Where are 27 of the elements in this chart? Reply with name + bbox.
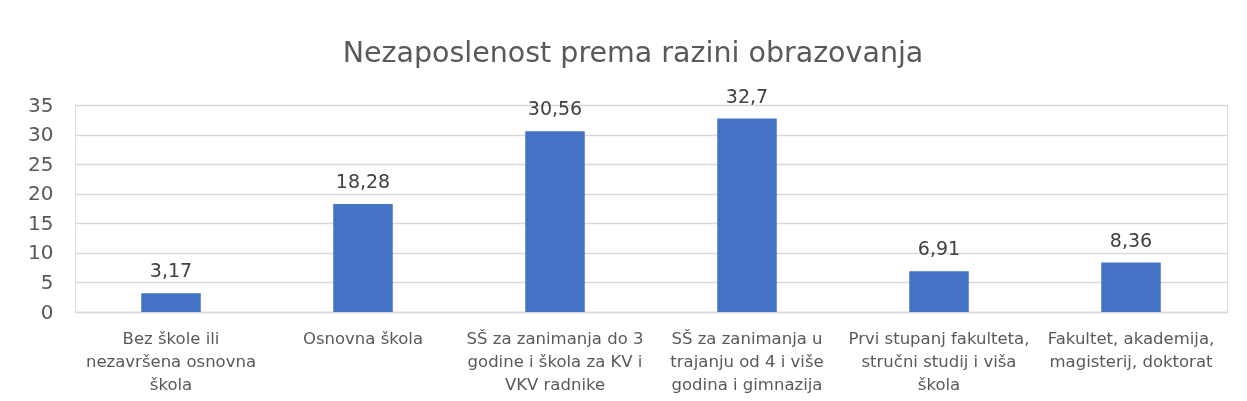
y-tick-label: 0: [40, 299, 54, 324]
y-tick-label: 20: [28, 181, 54, 206]
bar: [717, 118, 777, 312]
data-label: 6,91: [917, 237, 961, 260]
bar: [1101, 262, 1161, 312]
bar: [909, 271, 969, 312]
bar: [333, 203, 393, 312]
x-tick-label: Prvi stupanj fakulteta, stručni studij i viša škola: [848, 328, 1030, 394]
x-tick-label: Fakultet, akademija, magisterij, doktorat: [1047, 328, 1215, 371]
y-tick-label: 35: [28, 92, 54, 117]
y-tick-label: 25: [28, 151, 54, 176]
x-tick-label: SŠ za zanimanja u trajanju od 4 i više godina i gimnazija: [670, 328, 824, 394]
bar: [141, 293, 201, 312]
data-label: 18,28: [335, 169, 391, 192]
y-tick-label: 10: [28, 240, 54, 265]
chart-title: Nezaposlenost prema razini obrazovanja: [342, 36, 924, 70]
x-tick-label: Osnovna škola: [302, 328, 424, 348]
x-tick-label: Bez škole ili nezavršena osnovna škola: [85, 328, 257, 394]
data-label: 32,7: [725, 84, 769, 107]
y-tick-label: 5: [40, 269, 54, 294]
x-tick-label: SŠ za zanimanja do 3 godine i škola za KV i VKV radnike: [466, 328, 644, 394]
data-label: 8,36: [1109, 228, 1153, 251]
y-tick-label: 15: [28, 210, 54, 235]
data-label: 30,56: [527, 97, 583, 120]
data-label: 3,17: [149, 259, 193, 282]
y-tick-label: 30: [28, 122, 54, 147]
bar: [525, 131, 585, 312]
